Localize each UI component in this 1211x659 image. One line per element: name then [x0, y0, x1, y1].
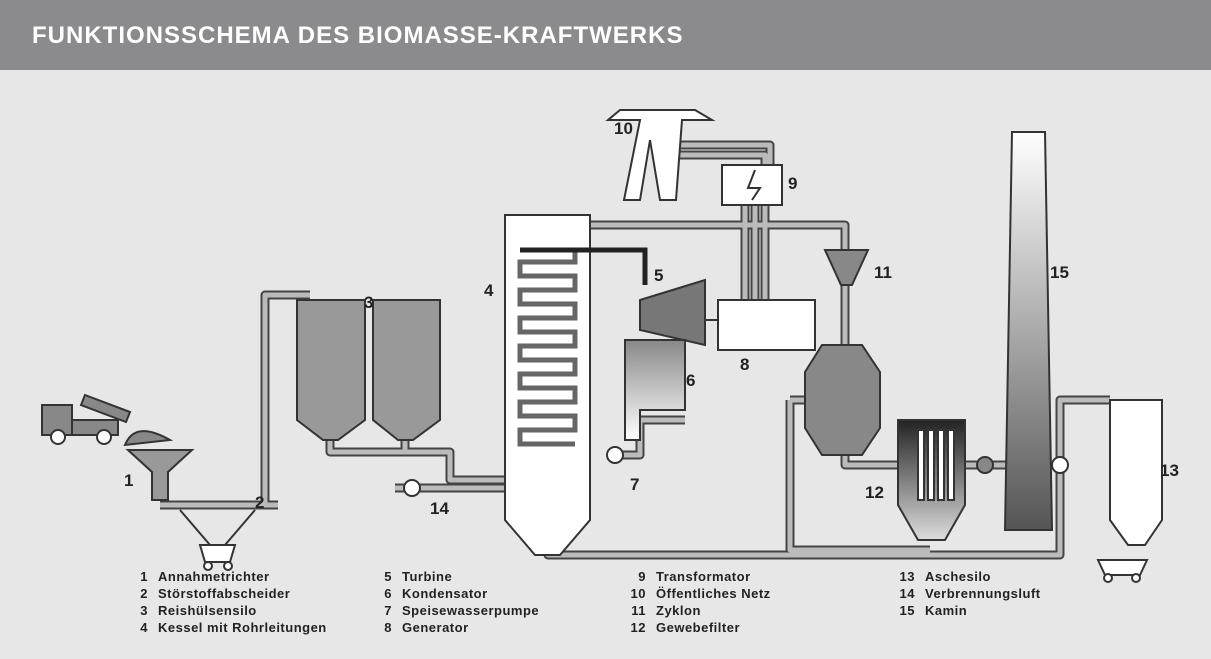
legend-text: Speisewasserpumpe	[402, 603, 539, 618]
legend-text: Gewebefilter	[656, 620, 740, 635]
legend-number: 5	[384, 569, 392, 584]
legend-text: Verbrennungsluft	[925, 586, 1041, 601]
label: 7	[630, 475, 639, 494]
label: 2	[255, 493, 264, 512]
legend-text: Öffentliches Netz	[656, 586, 771, 601]
label: 9	[788, 174, 797, 193]
label: 13	[1160, 461, 1179, 480]
legend-number: 8	[384, 620, 392, 635]
label: 4	[484, 281, 494, 300]
legend-number: 4	[140, 620, 148, 635]
label: 1	[124, 471, 133, 490]
legend-number: 12	[631, 620, 646, 635]
pipes	[160, 140, 1110, 560]
legend-number: 11	[631, 603, 646, 618]
label: 3	[364, 293, 373, 312]
legend-text: Kondensator	[402, 586, 488, 601]
label: 11	[874, 263, 892, 282]
legend-text: Annahmetrichter	[158, 569, 270, 584]
legend: 1 Annahmetrichter 2 Störstoffabscheider 3 Rei…	[140, 569, 1041, 635]
legend-number: 15	[900, 603, 915, 618]
legend-text: Zyklon	[656, 603, 701, 618]
legend-text: Transformator	[656, 569, 751, 584]
label: 8	[740, 355, 749, 374]
title: FUNKTIONSSCHEMA DES BIOMASSE-KRAFTWERKS	[32, 22, 684, 49]
label: 5	[654, 266, 663, 285]
equipment	[41, 109, 1163, 583]
legend-text: Kessel mit Rohrleitungen	[158, 620, 327, 635]
legend-text: Generator	[402, 620, 469, 635]
legend-text: Aschesilo	[925, 569, 991, 584]
label: 12	[865, 483, 884, 502]
label: 15	[1050, 263, 1069, 282]
legend-number: 9	[638, 569, 646, 584]
labels: 1 2 3 4 5 6 7 8 9 10 11 12 13 14 15	[124, 119, 1179, 518]
label: 14	[430, 499, 449, 518]
legend-text: Kamin	[925, 603, 967, 618]
legend-text: Reishülsensilo	[158, 603, 257, 618]
legend-text: Turbine	[402, 569, 452, 584]
legend-number: 6	[384, 586, 392, 601]
label: 6	[686, 371, 695, 390]
legend-text: Störstoffabscheider	[158, 586, 290, 601]
legend-number: 13	[900, 569, 915, 584]
legend-number: 2	[140, 586, 148, 601]
header: FUNKTIONSSCHEMA DES BIOMASSE-KRAFTWERKS	[0, 0, 1211, 70]
legend-number: 7	[384, 603, 392, 618]
legend-number: 14	[900, 586, 916, 601]
legend-number: 1	[140, 569, 148, 584]
legend-number: 3	[140, 603, 148, 618]
legend-number: 10	[631, 586, 646, 601]
label: 10	[614, 119, 633, 138]
